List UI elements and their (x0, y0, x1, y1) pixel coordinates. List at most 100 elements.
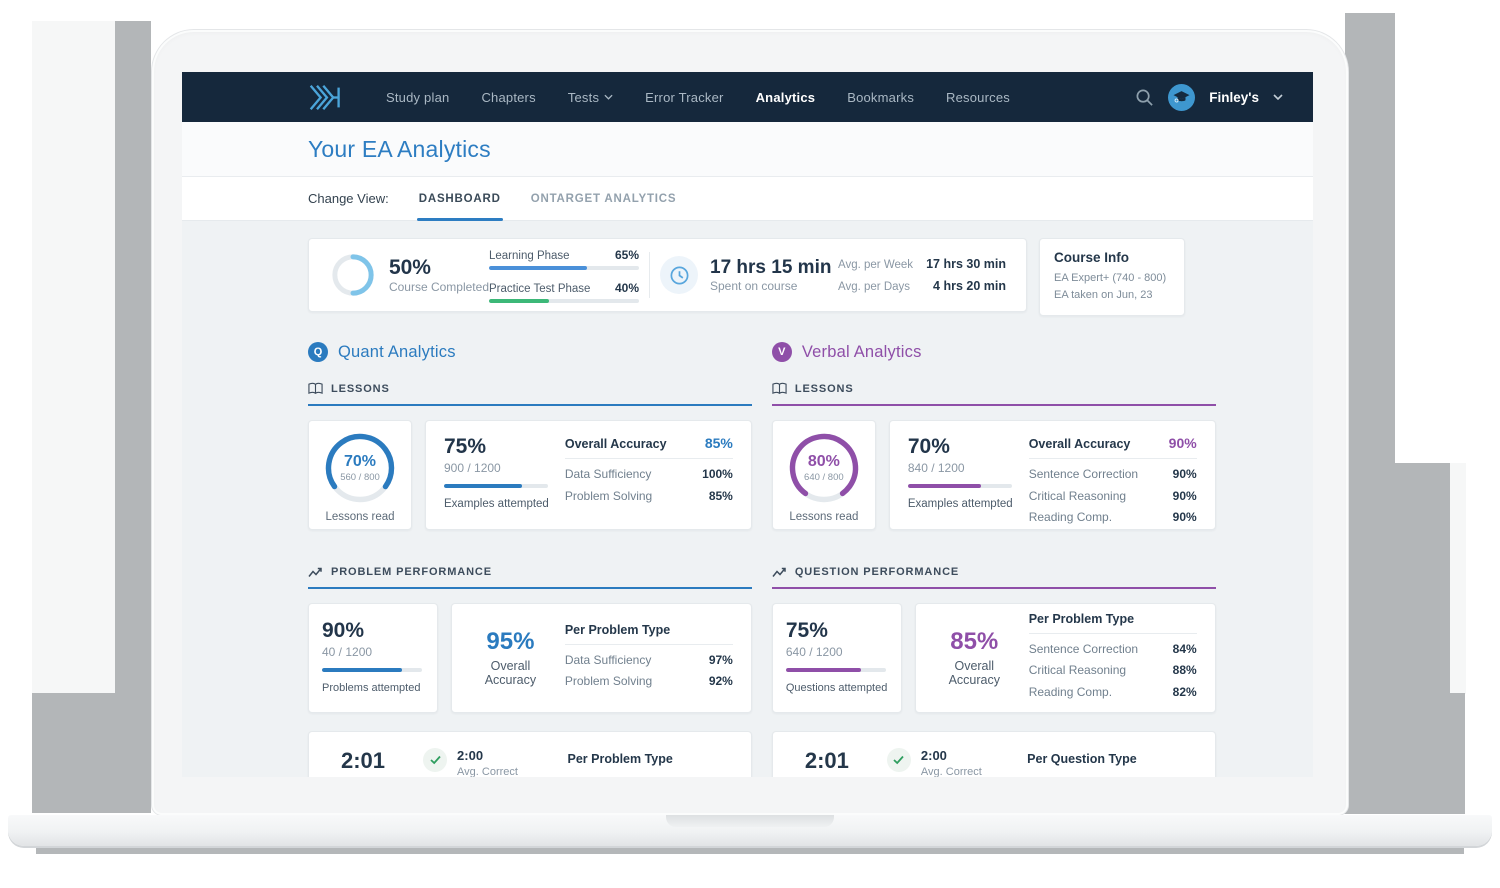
examples-percent: 75% (444, 435, 487, 459)
attempted-progress-bar (785, 668, 886, 673)
laptop-screen: Study plan Chapters Tests Error Tracker … (182, 72, 1313, 777)
course-info-title: Course Info (1054, 250, 1130, 265)
per-type-row-label: Data Sufficiency (564, 652, 652, 667)
examples-progress-bar (907, 484, 1012, 489)
attempted-label: Problems attempted (322, 682, 421, 695)
overall-accuracy-value: 85% (704, 435, 733, 452)
examples-percent: 70% (907, 435, 950, 459)
per-type-row: Reading Comp. 82% (1029, 683, 1197, 702)
accuracy-row: Problem Solving 85% (565, 487, 733, 506)
ttp-logo-icon[interactable] (308, 84, 344, 111)
accuracy-row: Critical Reasoning 90% (1029, 487, 1197, 506)
quant-lessons-accuracy-block: Overall Accuracy 85% Data Sufficiency 10… (564, 435, 733, 517)
lessons-read-label: Lessons read (325, 511, 395, 524)
overall-accuracy-percent: 85% (950, 627, 999, 655)
nav-item-resources[interactable]: Resources (946, 90, 1010, 105)
verbal-lessons-read-card: 80% 640 / 800 Lessons read (771, 420, 876, 531)
verbal-performance-row: 75% 640 / 1200 Questions attempted 85% O… (771, 603, 1216, 714)
per-type-row: Sentence Correction 84% (1029, 640, 1197, 659)
phase-progress-bar (489, 265, 639, 270)
nav-item-label: Error Tracker (645, 89, 724, 105)
accuracy-row-label: Sentence Correction (1028, 467, 1139, 482)
quant-lessons-read-card: 70% 560 / 800 Lessons read (308, 420, 412, 531)
phase-label: Practice Test Phase (489, 282, 591, 295)
verbal-badge: V (771, 342, 792, 363)
search-icon[interactable] (1135, 88, 1154, 107)
chevron-down-icon[interactable] (1273, 94, 1283, 100)
phase-value: 40% (614, 280, 639, 295)
timing-avg-label: Avg. Correct (920, 766, 982, 777)
avg-row: Avg. per Week 17 hrs 30 min (838, 257, 1006, 271)
overall-accuracy-value: 90% (1168, 435, 1197, 452)
nav-item-error-tracker[interactable]: Error Tracker (645, 90, 723, 105)
avg-label: Avg. per Week (838, 259, 914, 271)
avg-value: 17 hrs 30 min (926, 257, 1006, 271)
nav-right-group: Finley's (1135, 83, 1283, 111)
tab-dashboard[interactable]: DASHBOARD (416, 177, 503, 221)
analytics-columns: Q Quant Analytics LESSONS (308, 342, 1216, 777)
per-type-row-value: 97% (708, 652, 733, 667)
time-spent-block: 17 hrs 15 min Spent on course (660, 256, 838, 294)
timing-avg-block: 2:00 Avg. Correct (423, 748, 518, 777)
tab-ontarget-analytics[interactable]: ONTARGET ANALYTICS (530, 192, 677, 205)
verbal-per-type-block: Per Problem Type Sentence Correction 84%… (1028, 612, 1197, 705)
performance-heading-label: PROBLEM PERFORMANCE (331, 566, 492, 579)
verbal-lessons-row: 80% 640 / 800 Lessons read 70% 840 / 120… (771, 420, 1216, 531)
quant-section-header: Q Quant Analytics (308, 342, 752, 363)
quant-badge: Q (308, 342, 328, 363)
nav-item-label: Tests (567, 89, 600, 105)
quant-attempted-card: 90% 40 / 1200 Problems attempted (308, 603, 438, 714)
verbal-accuracy-card: 85% Overall Accuracy Per Problem Type Se… (914, 603, 1216, 714)
timing-avg-block: 2:00 Avg. Correct (886, 748, 982, 777)
verbal-analytics-section: V Verbal Analytics LESSONS (771, 342, 1216, 777)
lessons-heading-label: LESSONS (794, 382, 854, 395)
verbal-examples-card: 70% 840 / 1200 Examples attempted Overal… (888, 420, 1216, 531)
attempted-progress-bar (322, 668, 422, 673)
per-type-row: Critical Reasoning 88% (1029, 661, 1197, 680)
backdrop-panel-left-gray (115, 21, 151, 813)
timing-value: 2:01 (804, 748, 849, 774)
attempted-ratio: 640 / 1200 (785, 645, 843, 660)
course-completed-label: Course Completed (388, 279, 489, 294)
summary-row: 50% Course Completed Learning Phase 65% (308, 238, 1185, 317)
trend-up-icon (772, 567, 786, 577)
per-type-row: Problem Solving 92% (565, 672, 733, 691)
time-averages-block: Avg. per Week 17 hrs 30 min Avg. per Day… (838, 257, 1006, 293)
quant-lessons-heading: LESSONS (308, 382, 752, 407)
lessons-read-ratio: 640 / 800 (804, 471, 844, 483)
per-type-row-value: 82% (1172, 684, 1197, 699)
overall-accuracy-block: 95% Overall Accuracy (470, 628, 551, 687)
nav-item-analytics[interactable]: Analytics (756, 90, 816, 105)
attempted-ratio: 40 / 1200 (322, 645, 373, 660)
nav-item-bookmarks[interactable]: Bookmarks (847, 90, 914, 105)
check-icon (886, 748, 911, 773)
course-info-card: Course Info EA Expert+ (740 - 800) EA ta… (1039, 238, 1185, 317)
avg-value: 4 hrs 20 min (933, 279, 1006, 293)
nav-item-tests[interactable]: Tests (568, 90, 613, 105)
user-menu-name[interactable]: Finley's (1209, 89, 1259, 105)
change-view-label: Change View: (308, 191, 389, 206)
vertical-divider (649, 252, 650, 298)
course-info-taken: EA taken on Jun, 23 (1054, 289, 1153, 302)
nav-menu: Study plan Chapters Tests Error Tracker … (386, 90, 1010, 105)
accuracy-row-label: Reading Comp. (1028, 510, 1113, 525)
open-book-icon (308, 382, 323, 395)
quant-accuracy-card: 95% Overall Accuracy Per Problem Type Da… (451, 603, 752, 714)
lessons-read-percent: 80% (807, 453, 840, 471)
timing-avg-value: 2:00 (457, 748, 484, 764)
chevron-down-icon (604, 94, 613, 100)
nav-item-study-plan[interactable]: Study plan (386, 90, 449, 105)
quant-performance-heading: PROBLEM PERFORMANCE (308, 566, 752, 590)
quant-section-title: Quant Analytics (338, 342, 456, 361)
attempted-percent: 90% (322, 619, 365, 643)
nav-item-label: Bookmarks (847, 89, 915, 105)
accuracy-row-value: 85% (708, 488, 733, 503)
per-type-row-label: Critical Reasoning (1028, 663, 1127, 678)
check-icon (423, 748, 448, 773)
nav-item-label: Analytics (755, 89, 816, 105)
course-completed-block: 50% Course Completed (329, 253, 489, 297)
user-avatar[interactable] (1168, 83, 1196, 111)
verbal-attempted-card: 75% 640 / 1200 Questions attempted (771, 603, 902, 714)
nav-item-chapters[interactable]: Chapters (481, 90, 535, 105)
per-type-row-value: 88% (1172, 663, 1197, 678)
